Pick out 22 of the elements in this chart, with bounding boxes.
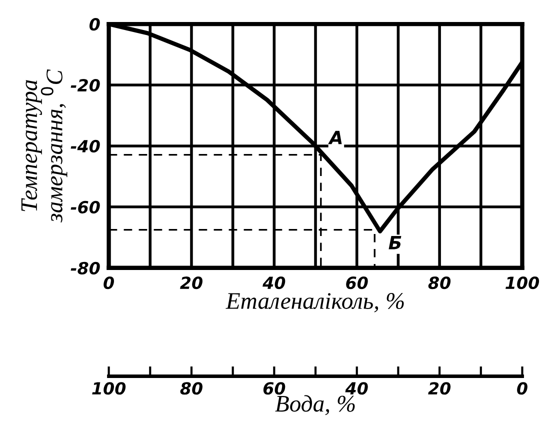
y-tick-label: -40 xyxy=(70,140,100,153)
x2-axis-title: Вода, % xyxy=(275,395,355,416)
x-tick-label: 20 xyxy=(180,276,202,290)
y-tick-label: -20 xyxy=(70,78,100,92)
y-tick-label: -80 xyxy=(70,262,100,274)
y-axis-title: Температура замерзання, $^{0}$C xyxy=(21,69,68,223)
x2-tick-label: 0 xyxy=(517,382,528,395)
annotation: А xyxy=(328,130,342,144)
x2-tick-label: 80 xyxy=(180,382,202,395)
x-tick-label: 100 xyxy=(506,276,540,290)
x-tick-label: 0 xyxy=(104,276,114,290)
x-tick-label: 80 xyxy=(428,276,451,290)
x2-tick-label: 100 xyxy=(92,382,126,395)
x-tick-label: 40 xyxy=(262,276,286,290)
x2-tick-label: 40 xyxy=(345,382,368,395)
x2-tick-label: 20 xyxy=(428,382,451,395)
x-axis-title: Еталеналіколь, % xyxy=(226,293,404,312)
annotation: Б xyxy=(388,236,402,250)
x-tick-label: 60 xyxy=(346,276,368,290)
y-tick-label: 0 xyxy=(89,18,100,31)
y-tick-label: -60 xyxy=(70,200,100,214)
x2-tick-label: 60 xyxy=(263,382,286,395)
